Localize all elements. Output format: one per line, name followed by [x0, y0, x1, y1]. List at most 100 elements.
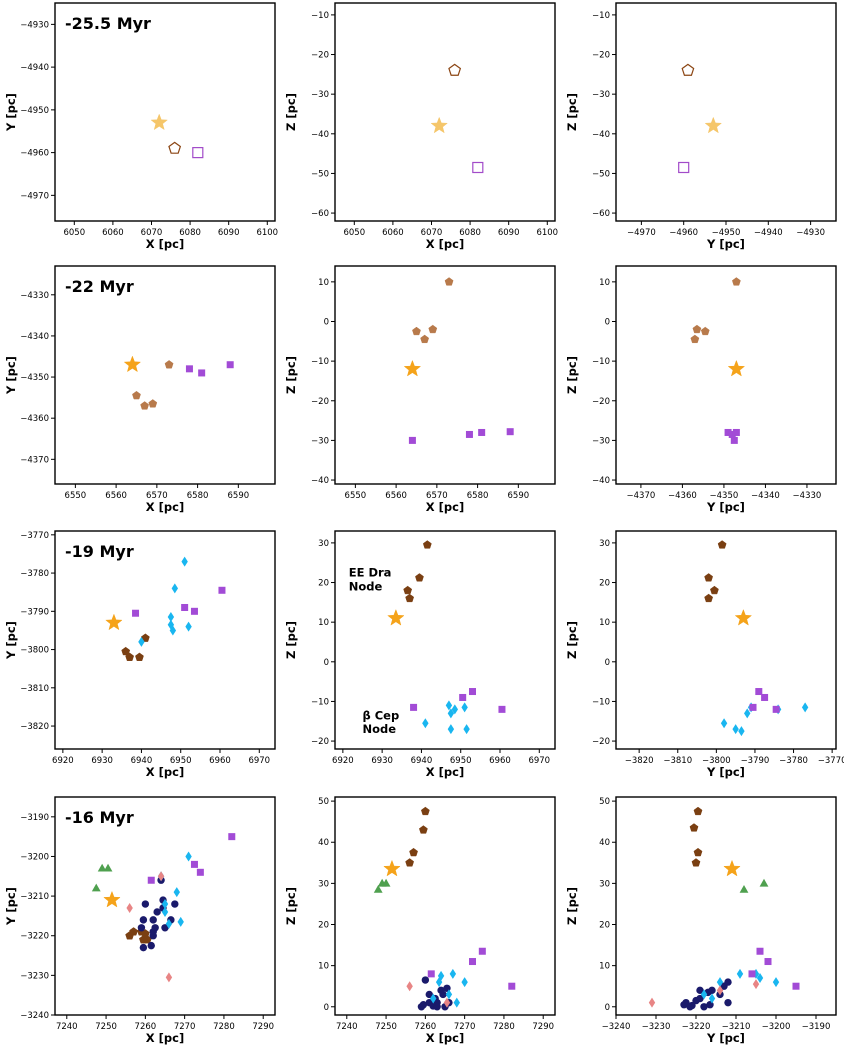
- x-tick-label: 6940: [411, 756, 433, 766]
- y-tick-label: 20: [318, 921, 329, 931]
- y-tick-label: −3790: [20, 607, 49, 617]
- pentagon-point-1: [140, 401, 150, 410]
- y-tick-label: 10: [318, 962, 329, 972]
- series-star-star: [723, 859, 741, 877]
- square-point-2: [478, 428, 486, 436]
- diamond-point-1: [732, 724, 739, 735]
- x-tick-label: 6560: [385, 491, 407, 501]
- star-point-0: [403, 359, 422, 377]
- y-tick-label: −3200: [20, 852, 49, 862]
- series-square-square_fill: [748, 947, 800, 990]
- x-tick-label: 6570: [426, 491, 448, 501]
- square-point-1: [755, 688, 763, 696]
- axes-frame: [615, 530, 837, 750]
- pentagon-point-1: [690, 334, 700, 344]
- pentagon-point-2: [148, 399, 158, 408]
- y-tick-label: −20: [592, 51, 610, 61]
- y-tick-label: 50: [318, 797, 329, 807]
- series-diamond-diamond_cyan: [138, 556, 192, 647]
- series-pentagon-pentagon_dark: [121, 633, 150, 661]
- y-tick-label: −3800: [20, 646, 49, 656]
- annotation: Node: [363, 722, 397, 736]
- y-tick-label: −20: [592, 397, 610, 407]
- circle-point-7: [433, 998, 441, 1007]
- series-triangle-triangle_green: [91, 863, 113, 892]
- pentagon-point-1: [129, 927, 138, 936]
- pentagon-open-point-0: [681, 63, 695, 76]
- x-tick-label: 7240: [336, 1022, 358, 1032]
- square-point-0: [147, 876, 155, 884]
- series-square-open-square_outline: [472, 161, 484, 174]
- star-point-0: [727, 359, 746, 377]
- circle-point-9: [439, 990, 447, 999]
- x-tick-label: 7270: [454, 1022, 476, 1032]
- panel-10: 7240 7250 7260 7270 7280 7290 −3240 −3230 −3220 −…: [4, 796, 276, 1045]
- y-tick-label: 20: [599, 579, 610, 589]
- y-tick-label: −60: [592, 209, 610, 219]
- y-tick-label: −30: [311, 90, 329, 100]
- diamond-point-0: [430, 993, 437, 1004]
- x-tick-label: 6960: [489, 756, 511, 766]
- x-tick-label: 6920: [52, 756, 74, 766]
- y-tick-label: −30: [592, 436, 610, 446]
- x-tick-label: 7280: [213, 1022, 235, 1032]
- x-tick-label: −3220: [682, 1022, 711, 1032]
- star-point-0: [704, 116, 723, 134]
- x-tick-label: 7250: [375, 1022, 397, 1032]
- diamond-point-2: [161, 899, 169, 910]
- circle-point-13: [724, 978, 732, 986]
- x-tick-label: −4350: [710, 491, 739, 501]
- square-point-1: [756, 947, 764, 955]
- x-tick-label: −4970: [627, 228, 656, 238]
- y-axis-label: Z [pc]: [284, 887, 298, 925]
- axes-frame: [615, 265, 837, 485]
- series-pentagon-pentagon_dark: [689, 806, 703, 867]
- x-tick-label: −4960: [669, 228, 698, 238]
- y-tick-label: −4330: [20, 291, 49, 301]
- panel-3: −4970 −4960 −4950 −4940 −4930 −60 −50 −40 −30 −20…: [565, 2, 837, 251]
- triangle-point-0: [373, 884, 383, 893]
- series-square-square_fill: [147, 833, 236, 884]
- series-square-square_fill: [724, 428, 740, 444]
- diamond-point-3: [165, 918, 173, 929]
- x-axis-label: X [pc]: [146, 500, 184, 514]
- pentagon-point-2: [692, 324, 702, 334]
- pentagon-point-3: [710, 585, 719, 595]
- star-point-0: [723, 859, 741, 877]
- axes-frame: [54, 265, 276, 485]
- diamond-point-6: [463, 724, 470, 735]
- series-star-star_light: [150, 113, 168, 131]
- x-tick-label: 6580: [187, 491, 209, 501]
- series-diamond-diamond_pink: [126, 871, 173, 983]
- circle-point-2: [421, 976, 430, 984]
- x-tick-label: 6090: [498, 228, 520, 238]
- square-point-1: [181, 603, 189, 611]
- series-pentagon-open-pentagon_outline: [168, 141, 182, 154]
- series-pentagon-pentagon_fill: [690, 277, 741, 344]
- x-axis-label: X [pc]: [426, 765, 464, 779]
- square-point-2: [469, 688, 476, 696]
- y-tick-label: 0: [324, 658, 329, 668]
- y-tick-label: −3770: [20, 531, 49, 541]
- annotation: β Cep: [363, 708, 400, 722]
- x-tick-label: 6060: [102, 228, 124, 238]
- pentagon-point-0: [717, 540, 727, 549]
- diamond-point-2: [167, 619, 175, 630]
- y-tick-label: 30: [599, 539, 610, 549]
- x-tick-label: 7260: [415, 1022, 437, 1032]
- square-point-1: [469, 958, 476, 966]
- series-square-square_fill: [749, 688, 780, 713]
- y-tick-label: −3230: [20, 971, 49, 981]
- square-point-2: [196, 868, 204, 876]
- series-square-square_fill: [132, 586, 226, 617]
- series-diamond-diamond_cyan: [720, 702, 809, 737]
- series-triangle-triangle_green: [373, 878, 391, 893]
- x-tick-label: 6080: [459, 228, 481, 238]
- pentagon-point-2: [415, 573, 424, 582]
- x-tick-label: 7260: [135, 1022, 157, 1032]
- pentagon-point-3: [422, 540, 432, 549]
- y-axis-label: Z [pc]: [284, 93, 298, 131]
- circle-point-2: [139, 916, 148, 924]
- square-point-2: [764, 958, 772, 966]
